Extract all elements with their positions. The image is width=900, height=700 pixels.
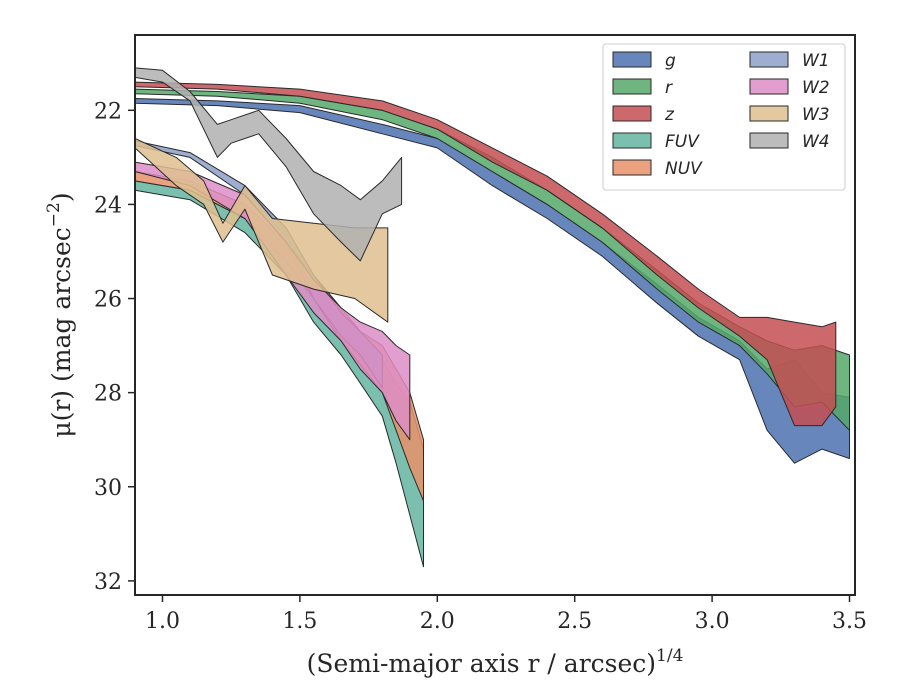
y-tick-label: 22: [94, 99, 122, 124]
x-axis-label: (Semi-major axis r / arcsec)1/4: [307, 646, 684, 678]
legend-swatch-g: [612, 51, 652, 68]
x-axis-ticks: 1.0 1.5 2.0 2.5 3.0 3.5: [145, 595, 867, 634]
legend-label-w3: W3: [802, 105, 830, 125]
plot-frame: [134, 34, 856, 596]
legend-swatch-w3: [749, 105, 789, 122]
legend-swatch-w1: [749, 51, 789, 68]
legend: grz FUV NUV W1 W2 W3 W4: [602, 43, 846, 191]
y-axis-label: μ(r) (mag arcsec−2): [44, 192, 76, 437]
legend-label-g: g: [665, 51, 676, 71]
legend-label-z: z: [664, 105, 675, 125]
legend-label-r: r: [665, 78, 673, 98]
band-z: [134, 81, 837, 427]
x-tick-label: 3.5: [832, 609, 867, 634]
x-tick-label: 3.0: [695, 609, 730, 634]
band-w4: [134, 67, 403, 262]
series-bands: [134, 67, 850, 568]
legend-swatch-nuv: [612, 159, 652, 176]
x-tick-label: 2.0: [420, 609, 455, 634]
y-tick-label: 30: [94, 476, 122, 501]
y-tick-label: 24: [94, 193, 122, 218]
legend-label-w2: W2: [802, 78, 830, 98]
legend-swatch-r: [612, 78, 652, 95]
legend-swatch-fuv: [612, 132, 652, 149]
y-tick-label: 32: [94, 570, 122, 595]
legend-label-nuv: NUV: [665, 159, 703, 179]
band-w3: [134, 138, 389, 323]
legend-label-fuv: FUV: [665, 132, 700, 152]
y-axis-ticks: 22 24 26 28 30 32: [94, 99, 135, 595]
y-tick-label: 28: [94, 382, 122, 407]
y-tick-label: 26: [94, 288, 122, 313]
x-tick-label: 1.0: [145, 609, 180, 634]
x-tick-label: 2.5: [557, 609, 592, 634]
legend-swatch-w2: [749, 78, 789, 95]
legend-label-w4: W4: [802, 132, 830, 152]
x-tick-label: 1.5: [282, 609, 317, 634]
legend-swatch-z: [612, 105, 652, 122]
legend-label-w1: W1: [802, 51, 830, 71]
legend-swatch-w4: [749, 132, 789, 149]
